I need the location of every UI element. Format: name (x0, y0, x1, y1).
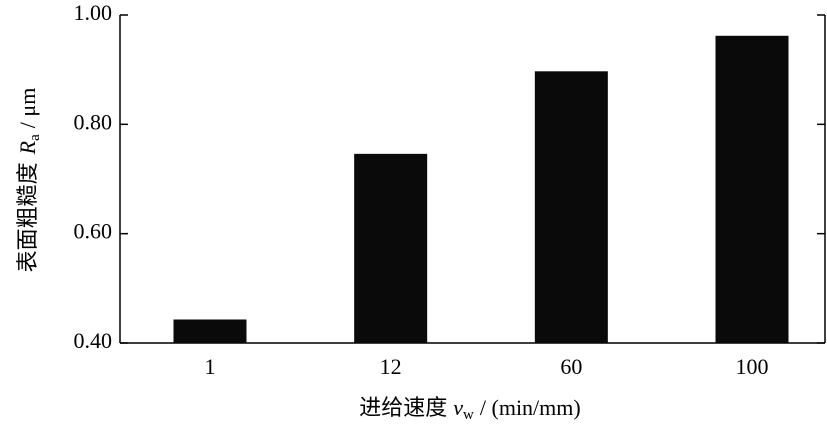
x-label-text: 进给速度 (359, 395, 447, 420)
bar (173, 319, 247, 343)
y-label-symbol: R (15, 140, 40, 155)
y-tick-label: 0.40 (74, 328, 113, 353)
x-axis-label: 进给速度 vw / (min/mm) (359, 395, 580, 423)
y-axis-label: 表面粗糙度 Ra / μm (15, 88, 43, 273)
x-tick-label: 12 (380, 354, 402, 379)
x-label-unit: / (min/mm) (480, 395, 581, 420)
bar (715, 35, 789, 343)
x-tick-label: 60 (560, 354, 582, 379)
y-label-text: 表面粗糙度 (15, 162, 40, 272)
y-tick-label: 0.60 (74, 219, 113, 244)
x-label-subscript: w (463, 407, 474, 423)
x-label-symbol: v (453, 395, 463, 420)
x-tick-label: 1 (205, 354, 216, 379)
bar (534, 71, 608, 343)
y-label-unit: / μm (15, 88, 40, 129)
x-tick-label: 100 (736, 354, 769, 379)
bar (354, 153, 428, 343)
y-label-subscript: a (27, 134, 43, 141)
y-tick-label: 0.80 (74, 109, 113, 134)
y-tick-label: 1.00 (74, 0, 113, 25)
